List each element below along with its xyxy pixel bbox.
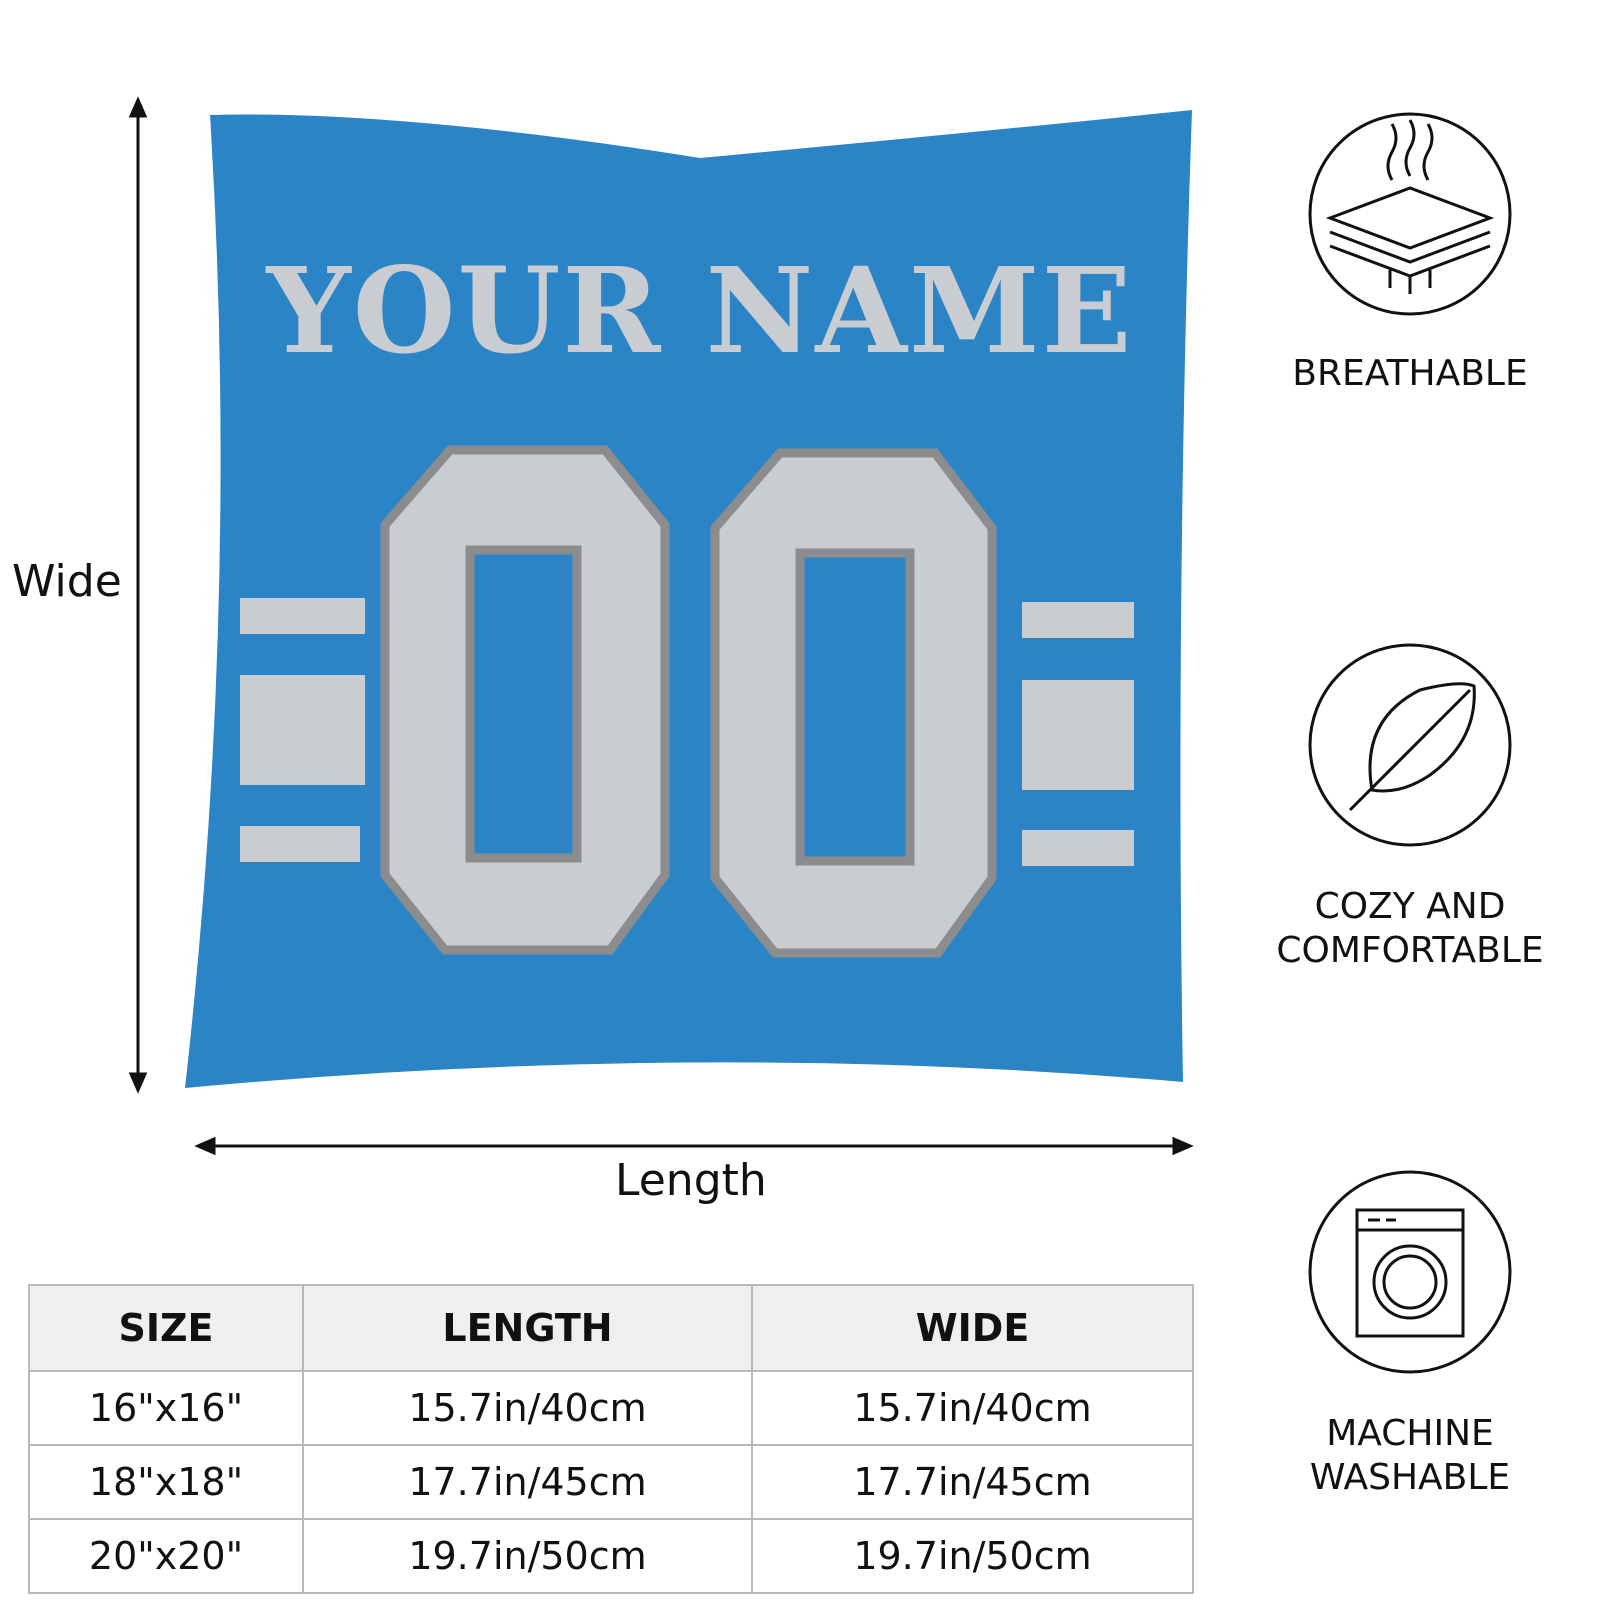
table-header-row: SIZE LENGTH WIDE xyxy=(28,1284,1194,1372)
cell-length: 19.7in/50cm xyxy=(302,1518,753,1594)
jersey-number xyxy=(380,445,997,958)
wide-label: Wide xyxy=(12,556,122,607)
wide-arrow xyxy=(128,96,148,1094)
header-size: SIZE xyxy=(28,1284,304,1372)
cell-length: 15.7in/40cm xyxy=(302,1370,753,1446)
cell-size: 16"x16" xyxy=(28,1370,304,1446)
header-wide: WIDE xyxy=(751,1284,1194,1372)
feature-label-breathable: BREATHABLE xyxy=(1292,353,1528,394)
cell-size: 20"x20" xyxy=(28,1518,304,1594)
feature-label-cozy: COZY AND COMFORTABLE xyxy=(1276,886,1544,971)
header-length: LENGTH xyxy=(302,1284,753,1372)
table-row: 18"x18" 17.7in/45cm 17.7in/45cm xyxy=(28,1444,1194,1520)
length-label: Length xyxy=(615,1155,767,1206)
feature-label-washable: MACHINE WASHABLE xyxy=(1309,1413,1511,1498)
size-table: SIZE LENGTH WIDE 16"x16" 15.7in/40cm 15.… xyxy=(28,1284,1194,1594)
cell-wide: 19.7in/50cm xyxy=(751,1518,1194,1594)
length-arrow xyxy=(194,1136,1194,1156)
washing-machine-icon xyxy=(1308,1170,1512,1374)
table-row: 16"x16" 15.7in/40cm 15.7in/40cm xyxy=(28,1370,1194,1446)
feather-icon xyxy=(1308,643,1512,847)
cell-wide: 15.7in/40cm xyxy=(751,1370,1194,1446)
jersey-name: YOUR NAME xyxy=(264,241,1133,380)
table-row: 20"x20" 19.7in/50cm 19.7in/50cm xyxy=(28,1518,1194,1594)
sleeve-stripes xyxy=(240,598,1134,866)
breathable-layers-icon xyxy=(1308,112,1512,316)
cell-wide: 17.7in/45cm xyxy=(751,1444,1194,1520)
cell-length: 17.7in/45cm xyxy=(302,1444,753,1520)
cell-size: 18"x18" xyxy=(28,1444,304,1520)
